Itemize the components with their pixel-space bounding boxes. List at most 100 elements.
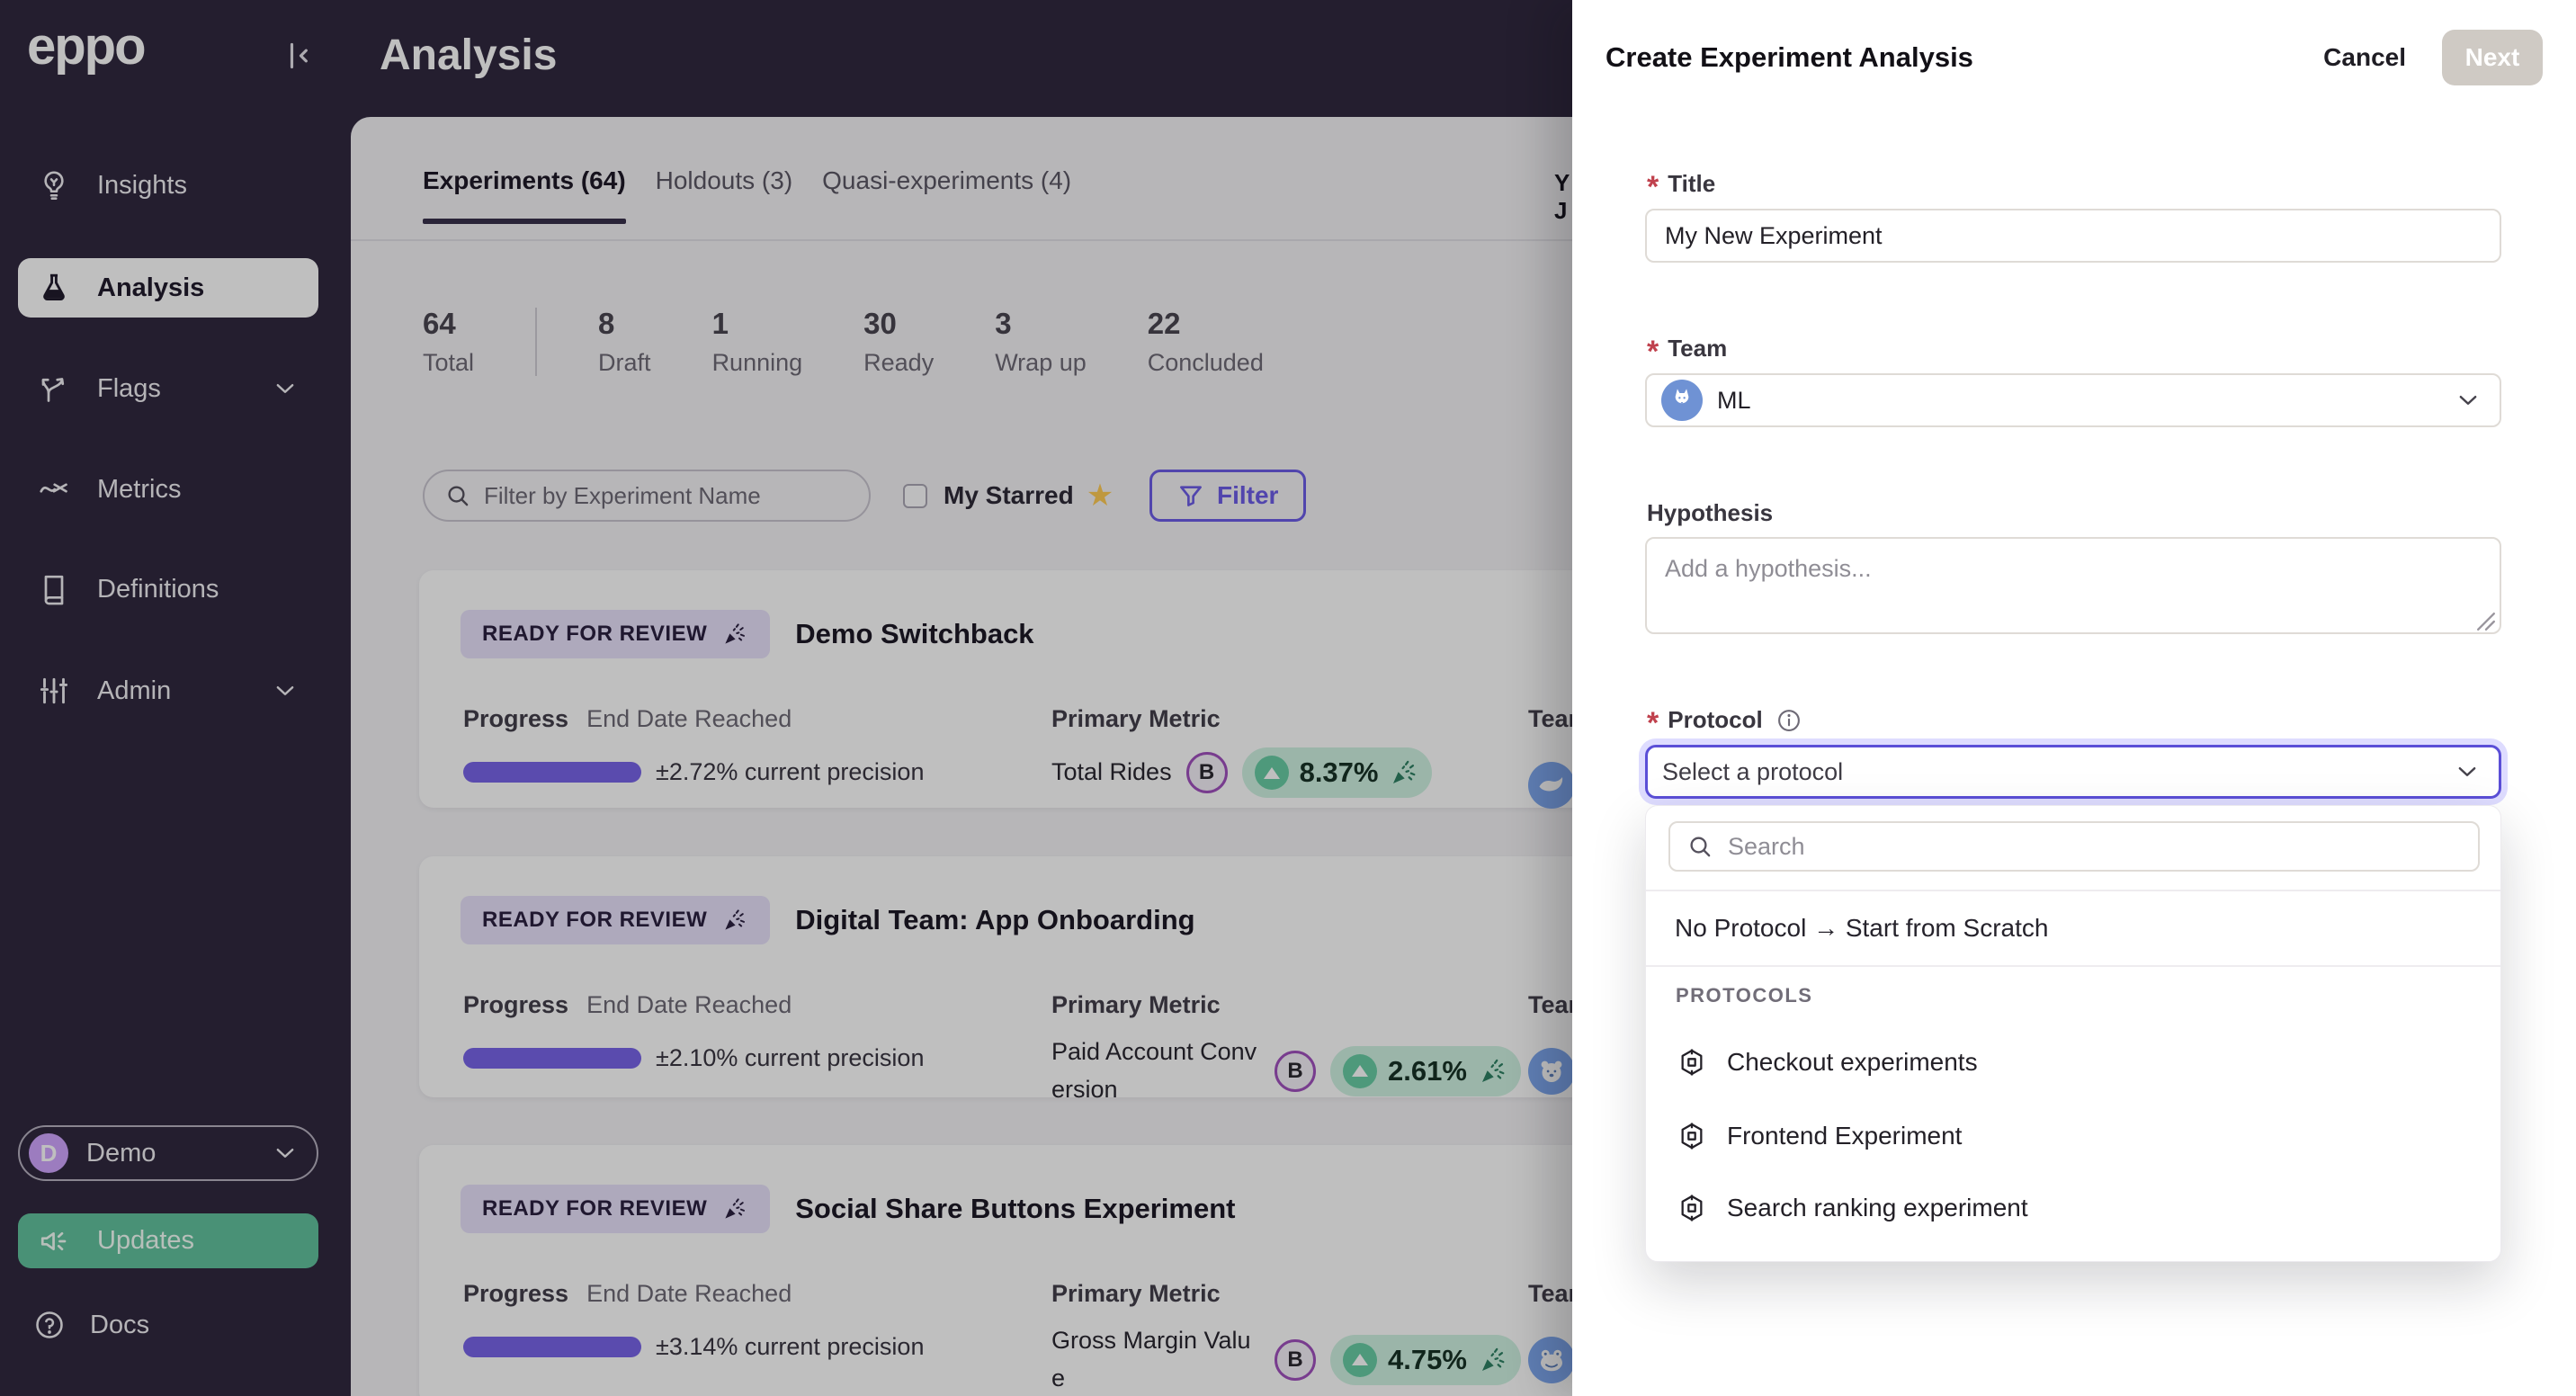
status-badge: READY FOR REVIEW xyxy=(461,896,771,944)
sidebar-item-label: Metrics xyxy=(97,474,182,504)
up-arrow-icon xyxy=(1343,1053,1377,1088)
option-search-ranking-experiment[interactable]: Search ranking experiment xyxy=(1646,1171,2500,1245)
protocol-select[interactable]: Select a protocol xyxy=(1645,745,2501,799)
experiment-title: Digital Team: App Onboarding xyxy=(795,904,1195,935)
experiment-search[interactable] xyxy=(423,470,871,522)
stat-value: 22 xyxy=(1147,307,1181,340)
sidebar-item-label: Flags xyxy=(97,373,161,403)
next-button[interactable]: Next xyxy=(2442,30,2543,85)
sliders-icon xyxy=(38,675,70,707)
info-icon[interactable] xyxy=(1775,707,1802,734)
team-ml-avatar xyxy=(1661,380,1703,421)
tab-experiments[interactable]: Experiments (64) xyxy=(423,166,626,224)
stats-divider xyxy=(535,308,538,376)
page-title: Analysis xyxy=(380,31,558,79)
my-starred-checkbox[interactable] xyxy=(903,483,927,508)
lift-pill: 2.61% xyxy=(1330,1045,1521,1096)
progress-label: Progress xyxy=(463,991,569,1018)
option-no-protocol[interactable]: No Protocol → Start from Scratch xyxy=(1675,914,2049,942)
protocol-hexagon-icon xyxy=(1677,1047,1707,1078)
variant-b-badge: B xyxy=(1185,752,1228,793)
stat-concluded: 22 Concluded xyxy=(1147,307,1264,377)
clipped-text-fragment: Y J xyxy=(1554,169,1570,224)
docs-link[interactable]: Docs xyxy=(18,1298,318,1352)
stat-value: 64 xyxy=(423,307,456,340)
party-popper-icon xyxy=(725,909,746,930)
required-asterisk xyxy=(1647,706,1659,734)
drawer-header: Create Experiment Analysis Cancel Next xyxy=(1572,0,2576,115)
team-field-label: Team xyxy=(1647,335,1727,362)
lift-pill: 8.37% xyxy=(1241,747,1433,798)
team-select[interactable]: ML xyxy=(1645,373,2501,427)
lift-pill: 4.75% xyxy=(1330,1334,1521,1385)
updates-button[interactable]: Updates xyxy=(18,1213,318,1268)
protocol-search-input[interactable] xyxy=(1728,832,2447,861)
stat-value: 8 xyxy=(598,307,615,340)
sidebar-item-flags[interactable]: Flags xyxy=(18,359,318,418)
up-arrow-icon xyxy=(1343,1342,1377,1377)
progress-status: End Date Reached xyxy=(586,1280,792,1307)
collapse-icon xyxy=(281,42,317,77)
primary-metric-label: Primary Metric xyxy=(1051,705,1221,732)
option-frontend-experiment[interactable]: Frontend Experiment xyxy=(1646,1099,2500,1173)
stat-label: Total xyxy=(423,349,475,377)
progress-status: End Date Reached xyxy=(586,705,792,732)
sidebar-item-insights[interactable]: Insights xyxy=(18,156,318,215)
filter-button[interactable]: Filter xyxy=(1149,470,1307,522)
chevron-down-icon xyxy=(2455,387,2482,414)
protocol-select-placeholder: Select a protocol xyxy=(1662,757,1844,785)
drawer-title: Create Experiment Analysis xyxy=(1606,41,1973,73)
tab-quasi-experiments[interactable]: Quasi-experiments (4) xyxy=(822,166,1072,194)
lift-value: 8.37% xyxy=(1299,756,1379,788)
required-asterisk xyxy=(1647,170,1659,198)
cancel-button[interactable]: Cancel xyxy=(2323,43,2406,71)
sidebar: eppo Insights Analysis Flags Metrics Def… xyxy=(0,0,351,1396)
progress-label: Progress xyxy=(463,1280,569,1307)
party-popper-icon xyxy=(1481,1347,1505,1371)
sidebar-item-admin[interactable]: Admin xyxy=(18,661,318,720)
protocols-group-label: PROTOCOLS xyxy=(1676,984,1813,1007)
workspace-name: Demo xyxy=(86,1138,157,1168)
stat-running: 1 Running xyxy=(711,307,803,377)
sidebar-item-analysis[interactable]: Analysis xyxy=(18,258,318,318)
funnel-icon xyxy=(1180,486,1202,506)
tab-holdouts[interactable]: Holdouts (3) xyxy=(655,166,793,194)
team-avatar-crocodile xyxy=(1528,762,1575,809)
sidebar-item-metrics[interactable]: Metrics xyxy=(18,460,318,519)
metric-name: Paid Account Conversion xyxy=(1051,1038,1257,1103)
team-select-value: ML xyxy=(1717,386,1751,414)
progress-status: End Date Reached xyxy=(586,991,792,1018)
experiment-title: Social Share Buttons Experiment xyxy=(795,1193,1236,1224)
hypothesis-textarea[interactable] xyxy=(1645,537,2501,634)
sidebar-item-definitions[interactable]: Definitions xyxy=(18,559,318,619)
protocol-dropdown: No Protocol → Start from Scratch PROTOCO… xyxy=(1645,805,2501,1262)
split-arrows-icon xyxy=(38,372,70,405)
filter-toolbar: My Starred ★ Filter xyxy=(423,470,1307,522)
experiment-search-input[interactable] xyxy=(484,481,844,510)
sidebar-collapse-button[interactable] xyxy=(281,38,317,74)
stat-value: 1 xyxy=(711,307,729,340)
option-checkout-experiments[interactable]: Checkout experiments xyxy=(1646,1025,2500,1099)
workspace-switcher[interactable]: D Demo xyxy=(18,1125,318,1181)
tabs-divider xyxy=(351,239,2576,241)
experiment-card[interactable]: READY FOR REVIEW Digital Team: App Onboa… xyxy=(419,856,1894,1103)
my-starred-label: My Starred xyxy=(944,481,1074,509)
title-field-label: Title xyxy=(1647,170,1715,198)
title-input[interactable] xyxy=(1645,209,2501,263)
experiment-title: Demo Switchback xyxy=(795,618,1034,649)
variant-b-badge: B xyxy=(1275,1338,1316,1381)
stat-total: 64 Total xyxy=(423,307,475,377)
stat-value: 30 xyxy=(863,307,897,340)
resize-handle-icon[interactable] xyxy=(2476,612,2496,631)
stat-label: Concluded xyxy=(1147,349,1264,377)
team-avatar-bear xyxy=(1528,1048,1575,1095)
protocol-search[interactable] xyxy=(1668,821,2480,872)
progress-bar xyxy=(463,1048,641,1069)
eppo-logo[interactable]: eppo xyxy=(27,17,147,76)
party-popper-icon xyxy=(725,623,746,644)
primary-metric-label: Primary Metric xyxy=(1051,991,1221,1018)
star-icon: ★ xyxy=(1086,479,1114,513)
progress-label: Progress xyxy=(463,705,569,732)
metric-name: Total Rides xyxy=(1051,758,1172,786)
